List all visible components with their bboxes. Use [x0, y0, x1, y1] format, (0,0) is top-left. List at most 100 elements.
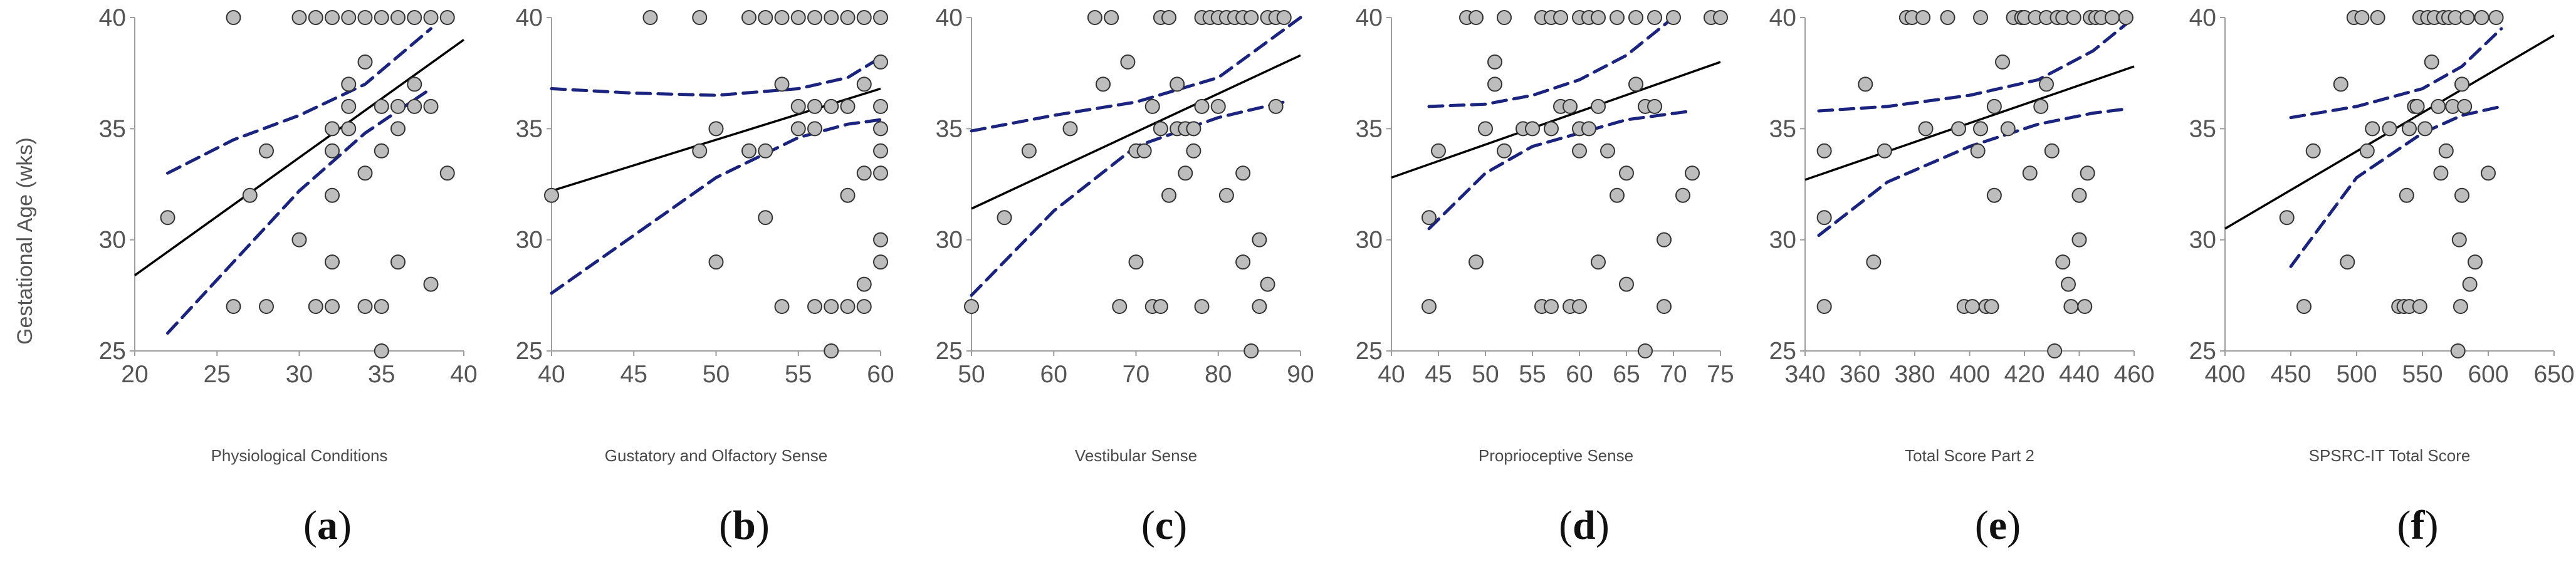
data-point: [1487, 76, 1502, 92]
data-point: [774, 10, 790, 25]
x-tick-label: 70: [1660, 361, 1687, 388]
x-tick-label: 70: [1123, 361, 1149, 388]
panel-label-d: (d): [1559, 503, 1610, 548]
x-tick-label: 80: [1205, 361, 1232, 388]
x-tick-label: 45: [1425, 361, 1452, 388]
y-tick-label: 35: [2189, 115, 2216, 142]
x-tick-label: 20: [121, 361, 148, 388]
x-tick-label: 600: [2468, 361, 2508, 388]
y-tick-label: 30: [516, 227, 543, 254]
data-point: [807, 299, 822, 315]
data-point: [2071, 187, 2087, 203]
data-point: [2450, 343, 2466, 358]
data-point: [1161, 10, 1176, 25]
data-point: [2468, 254, 2483, 270]
data-point: [390, 121, 406, 137]
data-point: [807, 98, 822, 114]
y-tick-label: 40: [516, 4, 543, 31]
panel-label-c: (c): [1141, 503, 1187, 548]
data-point: [308, 10, 323, 25]
data-point: [259, 299, 274, 315]
x-axis-label: Proprioceptive Sense: [1479, 446, 1633, 465]
data-point: [423, 276, 439, 292]
data-point: [423, 10, 439, 25]
data-point: [1210, 98, 1226, 114]
data-point: [642, 10, 658, 25]
data-point: [1572, 143, 1587, 159]
data-point: [308, 299, 323, 315]
data-point: [341, 76, 357, 92]
x-tick-label: 75: [1707, 361, 1734, 388]
ci-upper-line: [1817, 20, 2130, 113]
data-point: [407, 10, 422, 25]
data-point: [1252, 232, 1267, 248]
data-point: [1866, 254, 1882, 270]
data-point: [758, 10, 773, 25]
data-point: [2459, 10, 2475, 25]
data-point: [1619, 165, 1634, 181]
data-point: [1431, 143, 1446, 159]
y-tick-label: 40: [1769, 4, 1796, 31]
data-point: [374, 143, 389, 159]
y-tick-label: 35: [99, 115, 126, 142]
data-point: [873, 232, 888, 248]
data-point: [1497, 10, 1512, 25]
regression-line: [971, 54, 1301, 210]
data-point: [2296, 299, 2312, 315]
data-point: [1610, 10, 1625, 25]
x-tick-label: 60: [1040, 361, 1067, 388]
data-point: [856, 10, 872, 25]
data-point: [1647, 98, 1662, 114]
data-point: [325, 299, 340, 315]
data-point: [1104, 10, 1119, 25]
x-tick-label: 380: [1894, 361, 1935, 388]
ci-upper-line: [1427, 16, 1675, 108]
x-tick-label: 420: [2004, 361, 2045, 388]
data-point: [2409, 98, 2425, 114]
panel-label-e: (e): [1975, 503, 2021, 548]
y-tick-label: 40: [936, 4, 963, 31]
data-point: [1235, 254, 1251, 270]
data-point: [390, 10, 406, 25]
data-point: [374, 10, 389, 25]
data-point: [873, 121, 888, 137]
data-point: [2462, 276, 2478, 292]
data-point: [2438, 143, 2454, 159]
data-point: [1940, 10, 1956, 25]
data-point: [1816, 210, 1832, 226]
data-point: [1276, 10, 1292, 25]
data-point: [374, 343, 389, 358]
data-point: [357, 54, 373, 70]
y-tick-label: 40: [2189, 4, 2216, 31]
data-point: [774, 76, 790, 92]
data-point: [2077, 299, 2093, 315]
data-point: [1951, 121, 1966, 137]
data-point: [407, 76, 422, 92]
data-point: [1544, 299, 1559, 315]
data-point: [2047, 343, 2063, 358]
panel-b: 25 30 35 40 40 45 50 55 60 Gustatory and Olfactor…: [516, 4, 894, 548]
data-point: [226, 299, 241, 315]
data-point: [1591, 98, 1606, 114]
data-point: [1128, 254, 1144, 270]
regression-line: [134, 39, 465, 276]
y-tick-label: 30: [1356, 227, 1383, 254]
data-point: [873, 165, 888, 181]
data-point: [824, 98, 839, 114]
data-point: [824, 299, 839, 315]
x-tick-label: 60: [1566, 361, 1593, 388]
data-point: [1581, 121, 1596, 137]
data-point: [1021, 143, 1037, 159]
y-tick-label: 35: [1769, 115, 1796, 142]
data-point: [1487, 54, 1502, 70]
x-axis-label: SPSRC-IT Total Score: [2309, 446, 2471, 465]
data-point: [2370, 10, 2385, 25]
data-point: [692, 10, 708, 25]
data-point: [1062, 121, 1078, 137]
data-point: [374, 98, 389, 114]
panel-label-f: (f): [2397, 503, 2439, 548]
x-tick-label: 550: [2402, 361, 2442, 388]
data-point: [873, 54, 888, 70]
data-point: [840, 10, 856, 25]
x-tick-label: 55: [1519, 361, 1546, 388]
